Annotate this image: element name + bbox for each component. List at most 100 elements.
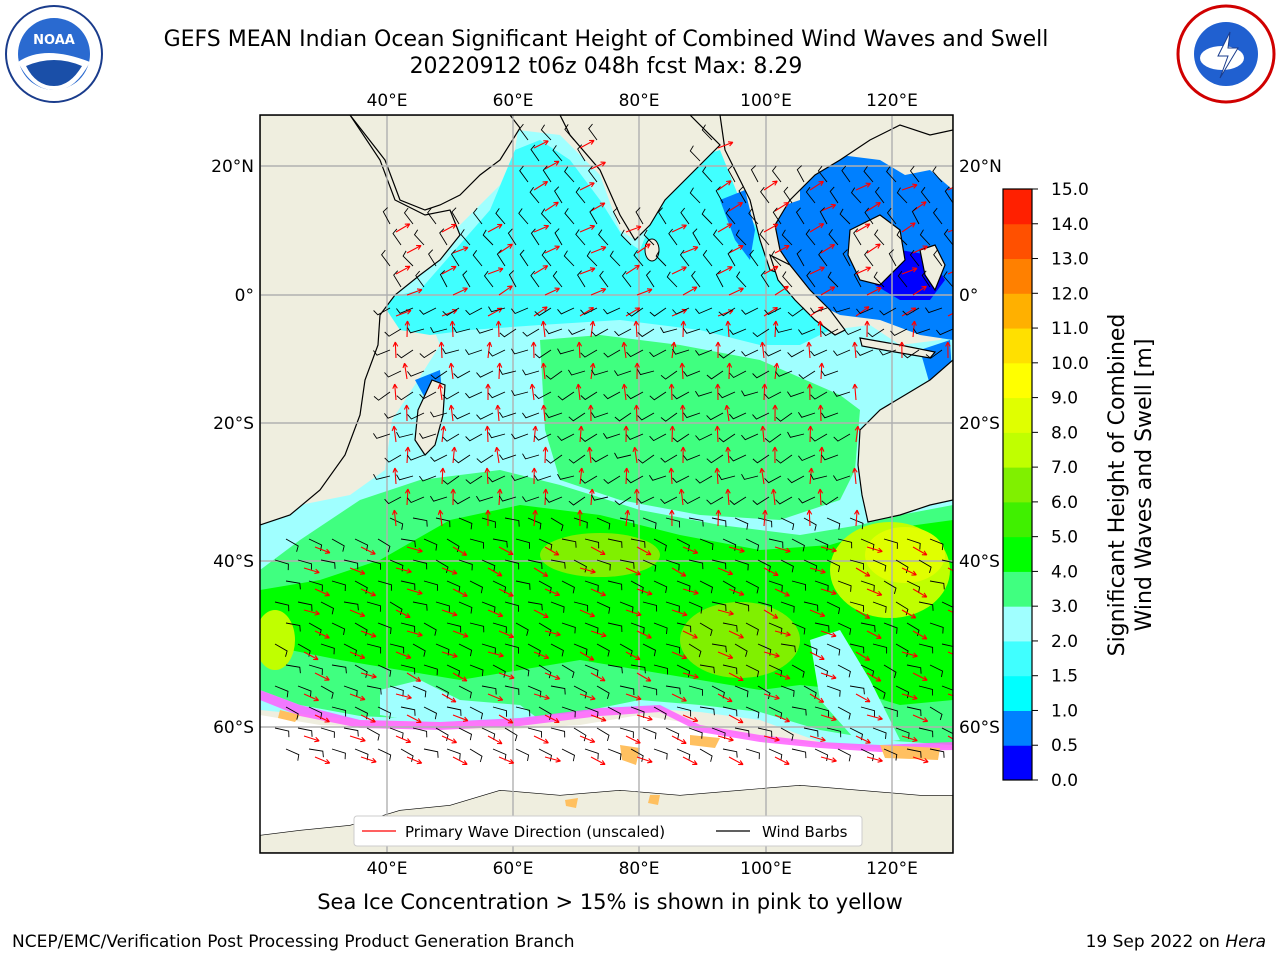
wind-barb bbox=[827, 271, 839, 288]
wind-barb bbox=[507, 228, 517, 246]
lon-label-bottom: 120°E bbox=[866, 859, 918, 879]
wave-direction-arrow bbox=[774, 546, 791, 554]
wind-barb bbox=[798, 454, 816, 462]
wind-barb bbox=[384, 454, 402, 463]
wave-direction-arrow bbox=[448, 362, 455, 380]
wind-barb bbox=[918, 685, 934, 696]
wind-barb bbox=[676, 622, 692, 633]
wave-direction-arrow bbox=[959, 204, 974, 211]
wind-barb bbox=[649, 391, 667, 401]
wind-barb bbox=[504, 559, 520, 570]
wind-barb bbox=[603, 307, 621, 315]
wind-barb bbox=[373, 349, 391, 356]
wind-barb bbox=[598, 229, 609, 246]
wave-direction-arrow bbox=[485, 509, 491, 527]
wind-barb bbox=[446, 748, 461, 760]
wave-direction-arrow bbox=[959, 244, 972, 253]
wind-barb bbox=[706, 454, 724, 464]
wind-barb bbox=[550, 559, 566, 569]
wind-barb bbox=[343, 685, 358, 697]
wind-barb bbox=[649, 349, 667, 358]
wave-direction-arrow bbox=[671, 651, 688, 660]
wave-direction-arrow bbox=[762, 509, 768, 527]
wind-barb bbox=[568, 369, 586, 376]
wind-barb bbox=[780, 559, 794, 573]
wind-barb bbox=[377, 664, 392, 677]
wind-barb bbox=[396, 431, 414, 438]
lat-label-left: 0° bbox=[235, 286, 254, 306]
wind-barb bbox=[584, 580, 599, 592]
wind-barb bbox=[538, 538, 553, 551]
wind-barb bbox=[297, 601, 313, 611]
wave-direction-arrow bbox=[724, 404, 730, 422]
colorbar-frame bbox=[1002, 188, 1033, 781]
wind-barb bbox=[860, 706, 875, 717]
wave-direction-arrow bbox=[496, 362, 503, 380]
wind-barb bbox=[545, 370, 563, 380]
wind-barb bbox=[527, 601, 543, 611]
wind-barb bbox=[442, 391, 460, 400]
wave-direction-arrow bbox=[728, 756, 744, 766]
wind-barb bbox=[511, 348, 529, 355]
wave-direction-arrow bbox=[671, 735, 687, 744]
colorbar-tick-label: 8.0 bbox=[1051, 423, 1078, 443]
wind-barb bbox=[550, 727, 566, 738]
wind-barb bbox=[752, 496, 770, 506]
wind-barb bbox=[702, 166, 713, 183]
wind-barb bbox=[833, 475, 851, 482]
colorbar-tick-label: 9.0 bbox=[1051, 389, 1078, 409]
wind-barb bbox=[952, 665, 953, 666]
wind-barb bbox=[688, 727, 703, 739]
wind-barb bbox=[768, 538, 784, 549]
wave-direction-arrow bbox=[451, 446, 457, 464]
wind-barb bbox=[849, 559, 864, 570]
wave-direction-arrow bbox=[579, 567, 596, 574]
wind-barb bbox=[519, 249, 529, 267]
wind-barb bbox=[745, 664, 760, 678]
wave-direction-arrow bbox=[589, 488, 595, 506]
wind-barb bbox=[909, 165, 920, 183]
wave-direction-arrow bbox=[809, 609, 826, 618]
wind-barb bbox=[821, 328, 839, 337]
wind-barb bbox=[711, 643, 727, 653]
wind-barb bbox=[768, 706, 783, 719]
wind-barb bbox=[729, 370, 747, 379]
wind-barb bbox=[476, 454, 494, 464]
wind-barb bbox=[741, 473, 759, 480]
wind-barb bbox=[552, 145, 563, 162]
wave-direction-arrow bbox=[820, 588, 837, 596]
wave-direction-arrow bbox=[542, 446, 549, 464]
wind-barb bbox=[584, 706, 599, 719]
wave-direction-arrow bbox=[578, 467, 585, 485]
wind-barb bbox=[465, 349, 483, 356]
wave-direction-arrow bbox=[852, 467, 858, 485]
wind-barb bbox=[453, 370, 471, 379]
wind-barb bbox=[932, 166, 943, 183]
wave-direction-arrow bbox=[772, 404, 778, 422]
wave-direction-arrow bbox=[487, 693, 504, 702]
wind-barb bbox=[458, 643, 473, 657]
wind-barb bbox=[796, 249, 805, 267]
wave-direction-arrow bbox=[314, 714, 330, 723]
wind-barb bbox=[504, 601, 519, 612]
wave-direction-arrow bbox=[498, 243, 513, 254]
wave-direction-arrow bbox=[682, 286, 698, 296]
wind-barb bbox=[760, 270, 770, 288]
wave-direction-arrow bbox=[774, 714, 791, 723]
wind-barb bbox=[699, 706, 715, 716]
wind-barb bbox=[518, 208, 529, 225]
wind-barb bbox=[596, 517, 611, 530]
wind-barb bbox=[864, 207, 874, 225]
wave-direction-arrow bbox=[717, 567, 734, 576]
wind-barb bbox=[412, 517, 428, 527]
wind-barb bbox=[833, 433, 851, 442]
wind-barb bbox=[483, 270, 494, 288]
wind-barb bbox=[446, 706, 462, 716]
wave-direction-arrow bbox=[487, 609, 504, 618]
wind-barb bbox=[584, 664, 599, 677]
wave-direction-arrow bbox=[671, 567, 687, 577]
wind-barb bbox=[384, 496, 402, 505]
wind-barb bbox=[472, 207, 483, 225]
wind-barb bbox=[630, 664, 646, 674]
wave-direction-arrow bbox=[671, 266, 687, 275]
